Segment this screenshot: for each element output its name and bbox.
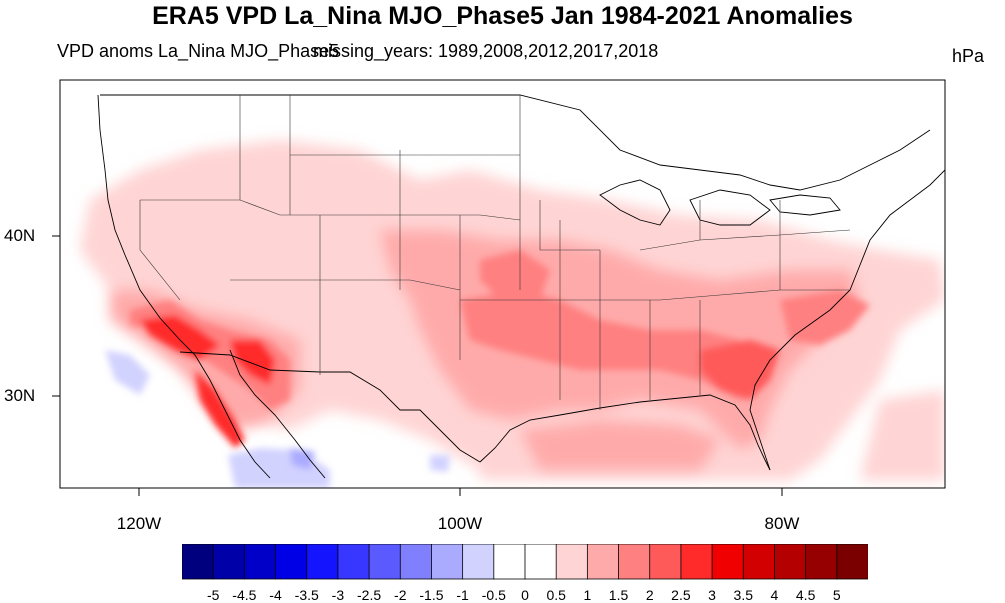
colorbar-swatch bbox=[306, 544, 339, 580]
colorbar-tick-label: -0.5 bbox=[481, 587, 506, 603]
colorbar-swatch bbox=[243, 544, 277, 580]
colorbar-tick-label: -2.5 bbox=[357, 587, 382, 603]
axis-ticks bbox=[52, 235, 783, 496]
missing-years-text: missing_years: 1989,2008,2012,2017,2018 bbox=[313, 41, 659, 61]
lat-label-30n: 30N bbox=[4, 386, 36, 405]
colorbar-swatch bbox=[586, 544, 620, 580]
units-label: hPa bbox=[952, 46, 985, 66]
lat-label-40n: 40N bbox=[4, 226, 36, 245]
colorbar-swatch bbox=[431, 544, 464, 580]
colorbar-swatch bbox=[368, 544, 401, 580]
colorbar-swatch bbox=[462, 544, 495, 580]
colorbar-tick-label: 0 bbox=[521, 587, 529, 603]
anomaly-field bbox=[80, 140, 945, 488]
colorbar-tick-label: 1.5 bbox=[608, 587, 629, 603]
colorbar-tick-label: 1 bbox=[583, 587, 592, 603]
plot-title: ERA5 VPD La_Nina MJO_Phase5 Jan 1984-202… bbox=[152, 2, 853, 30]
colorbar-swatch bbox=[555, 544, 589, 580]
colorbar-tick-label: 0.5 bbox=[546, 587, 566, 603]
colorbar-tick-label: -3 bbox=[331, 587, 345, 603]
lon-label-100w: 100W bbox=[437, 514, 483, 533]
plot-subtitle: VPD anoms La_Nina MJO_Phase5 bbox=[57, 41, 340, 61]
colorbar-swatch bbox=[182, 544, 214, 580]
colorbar-swatch bbox=[711, 544, 744, 580]
colorbar-swatch bbox=[742, 544, 776, 580]
map-frame bbox=[59, 79, 946, 489]
colorbar-swatch bbox=[212, 544, 246, 580]
colorbar-tick-label: -4 bbox=[269, 587, 282, 603]
coastline-lines bbox=[97, 94, 945, 479]
colorbar-tick-label: 5 bbox=[832, 587, 841, 603]
lon-label-120w: 120W bbox=[116, 514, 162, 533]
colorbar-swatch bbox=[399, 544, 433, 580]
colorbar-tick-label: -1 bbox=[456, 587, 469, 603]
colorbar bbox=[182, 544, 868, 580]
colorbar-tick-label: 3.5 bbox=[733, 587, 753, 603]
colorbar-swatch bbox=[524, 544, 557, 580]
colorbar-swatch bbox=[275, 544, 308, 580]
colorbar-tick-label: 4 bbox=[770, 587, 779, 603]
colorbar-tick-label: -2 bbox=[394, 587, 407, 603]
colorbar-tick-label: -4.5 bbox=[232, 587, 257, 603]
colorbar-swatch bbox=[680, 544, 713, 580]
colorbar-swatch bbox=[337, 544, 370, 580]
lon-label-80w: 80W bbox=[764, 514, 800, 533]
colorbar-swatch bbox=[493, 544, 526, 580]
colorbar-tick-label: -3.5 bbox=[294, 587, 319, 603]
colorbar-swatch bbox=[649, 544, 682, 580]
colorbar-swatch bbox=[618, 544, 651, 580]
colorbar-labels: -5 -4.5 -4 -3.5 -3 -2.5 -2 -1.5 -1 -0.5 0 0.5 1 1.5 2 2… bbox=[0, 587, 1005, 603]
colorbar-tick-label: -5 bbox=[206, 587, 220, 603]
colorbar-tick-label: 2.5 bbox=[671, 587, 691, 603]
colorbar-tick-label: -1.5 bbox=[419, 587, 444, 603]
colorbar-swatch bbox=[805, 544, 838, 580]
colorbar-tick-label: 2 bbox=[645, 587, 654, 603]
state-borders bbox=[139, 95, 851, 410]
colorbar-tick-label: 4.5 bbox=[795, 587, 816, 603]
colorbar-tick-label: 3 bbox=[708, 587, 716, 603]
colorbar-swatch bbox=[836, 544, 868, 580]
colorbar-swatch bbox=[774, 544, 807, 580]
